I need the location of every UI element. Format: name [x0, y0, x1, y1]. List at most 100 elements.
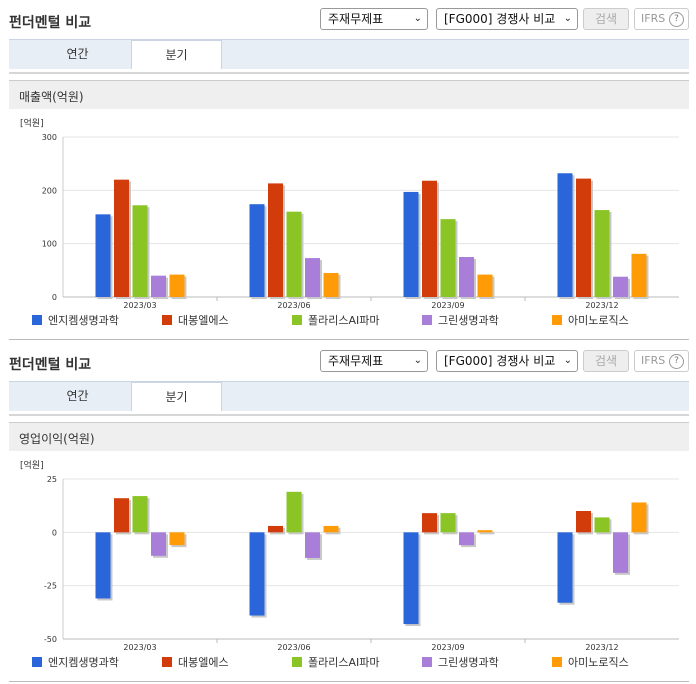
unit-label: [억원] [20, 117, 44, 129]
bar-shadow [479, 532, 495, 535]
bar [594, 210, 610, 297]
bar [132, 496, 148, 533]
y-tick-label: 25 [47, 475, 57, 484]
divider [9, 681, 689, 682]
revenue-chart: [억원] 0 100 200 300 2023/03 2023/06 2023/09 2023/… [20, 117, 679, 327]
chevron-down-icon: ⌄ [563, 13, 572, 24]
chevron-down-icon: ⌄ [413, 355, 422, 366]
x-tick-label: 2023/09 [431, 301, 464, 310]
x-tick-label: 2023/09 [431, 643, 464, 652]
bar [440, 219, 456, 297]
bar [249, 532, 265, 616]
bar [403, 532, 419, 625]
chevron-down-icon: ⌄ [413, 13, 422, 24]
legend-label: 엔지켐생명과학 [48, 314, 119, 327]
legend-swatch [162, 657, 172, 667]
bar [114, 179, 129, 297]
legend-label: 그린생명과학 [438, 656, 499, 669]
tab-quarterly[interactable]: 분기 [131, 40, 222, 69]
statement-type-value: 주재무제표 [328, 12, 384, 26]
legend-swatch [32, 315, 42, 325]
bar [613, 532, 628, 573]
statement-type-select[interactable]: 주재무제표 ⌄ [320, 350, 428, 372]
bar [477, 274, 493, 297]
help-icon[interactable]: ? [669, 12, 684, 27]
legend-swatch [422, 657, 432, 667]
bar [422, 513, 437, 533]
help-icon[interactable]: ? [669, 354, 684, 369]
bar [169, 532, 185, 546]
bar [286, 491, 302, 533]
ifrs-button[interactable]: IFRS ? [634, 350, 689, 372]
bar [249, 204, 265, 297]
period-tabs: 연간 분기 [9, 39, 689, 69]
x-tick-label: 2023/03 [123, 301, 156, 310]
chart-title: 매출액(억원) [19, 90, 84, 104]
x-tick-label: 2023/12 [585, 301, 618, 310]
divider [9, 339, 689, 340]
bar [169, 274, 185, 297]
bar [132, 205, 148, 297]
legend-label: 대봉엘에스 [178, 656, 229, 669]
compare-select[interactable]: [FG000] 경쟁사 비교 ⌄ [436, 8, 578, 30]
section-header: 매출액(억원) [9, 80, 689, 109]
bar [114, 498, 129, 533]
y-tick-label: 0 [52, 528, 57, 537]
bar [151, 275, 166, 297]
legend-label: 폴라리스AI파마 [308, 656, 380, 669]
legend-label: 아미노로직스 [568, 314, 629, 327]
legend-swatch [32, 657, 42, 667]
x-tick-label: 2023/06 [277, 643, 310, 652]
bar [613, 276, 628, 297]
bar [403, 191, 419, 297]
bar [440, 513, 456, 533]
chevron-down-icon: ⌄ [563, 355, 572, 366]
bar [268, 183, 283, 297]
bar [151, 532, 166, 556]
operating-profit-chart: [억원] -50 -25 0 25 2023/03 2023/06 2023/09 2023/1… [20, 459, 679, 669]
compare-select[interactable]: [FG000] 경쟁사 비교 ⌄ [436, 350, 578, 372]
legend-swatch [552, 657, 562, 667]
x-tick-label: 2023/12 [585, 643, 618, 652]
compare-value: [FG000] 경쟁사 비교 [444, 12, 556, 26]
y-tick-label: -25 [44, 582, 57, 591]
tab-quarterly[interactable]: 분기 [131, 382, 222, 411]
y-tick-label: 200 [42, 186, 57, 195]
bar [305, 258, 320, 297]
chart-title: 영업이익(억원) [19, 432, 95, 446]
bar [594, 517, 610, 533]
bar [95, 214, 111, 297]
bar [305, 532, 320, 558]
section-header: 영업이익(억원) [9, 422, 689, 451]
x-tick-label: 2023/03 [123, 643, 156, 652]
ifrs-label: IFRS [641, 12, 666, 25]
bar [286, 211, 302, 297]
bar [576, 178, 591, 297]
page-title: 펀더멘털 비교 [9, 15, 92, 31]
tab-annual[interactable]: 연간 [66, 389, 89, 403]
legend-swatch [292, 657, 302, 667]
bar [323, 525, 339, 533]
legend-label: 엔지켐생명과학 [48, 656, 119, 669]
bar [477, 530, 493, 533]
y-tick-label: -50 [44, 635, 57, 644]
divider [9, 72, 689, 74]
statement-type-select[interactable]: 주재무제표 ⌄ [320, 8, 428, 30]
search-button[interactable]: 검색 [583, 350, 629, 372]
period-tabs: 연간 분기 [9, 381, 689, 411]
tab-annual[interactable]: 연간 [66, 47, 89, 61]
bar [459, 257, 474, 297]
bar [268, 525, 283, 533]
ifrs-label: IFRS [641, 354, 666, 367]
statement-type-value: 주재무제표 [328, 354, 384, 368]
search-button[interactable]: 검색 [583, 8, 629, 30]
legend-swatch [162, 315, 172, 325]
y-tick-label: 0 [52, 293, 57, 302]
revenue-panel: 펀더멘털 비교 주재무제표 ⌄ [FG000] 경쟁사 비교 ⌄ 검색 IFRS… [9, 8, 689, 340]
page-title: 펀더멘털 비교 [9, 357, 92, 373]
y-tick-label: 300 [42, 133, 57, 142]
bar [557, 173, 573, 297]
divider [9, 414, 689, 416]
ifrs-button[interactable]: IFRS ? [634, 8, 689, 30]
bar [422, 180, 437, 297]
